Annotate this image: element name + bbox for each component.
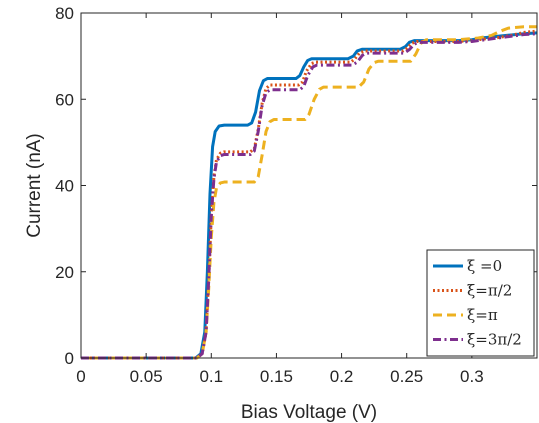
x-tick-label: 0.25 [390, 367, 423, 386]
series-line-xi-3pi-half [81, 32, 538, 360]
tick-layer: 0 0.05 0.1 0.15 0.2 0.25 0.3 0 20 40 60 80 [55, 4, 537, 386]
legend-label-xi-pi: ξ=π [467, 306, 498, 324]
x-tick-label: 0 [76, 367, 85, 386]
y-tick-label: 0 [65, 349, 74, 368]
y-tick-label: 20 [55, 263, 74, 282]
x-axis-label: Bias Voltage (V) [241, 402, 377, 423]
legend-label-xi-0: ξ =0 [467, 257, 502, 275]
series-layer [81, 25, 538, 360]
series-line-xi-0 [81, 31, 538, 360]
x-tick-label: 0.3 [460, 367, 484, 386]
series-line-xi-pi [81, 25, 537, 360]
x-tick-label: 0.05 [130, 367, 163, 386]
y-axis-label: Current (nA) [24, 133, 45, 238]
x-tick-label: 0.2 [330, 367, 354, 386]
x-tick-label: 0.15 [260, 367, 293, 386]
legend: ξ =0 ξ=π/2 ξ=π ξ=3π/2 [426, 249, 535, 357]
y-tick-label: 60 [55, 90, 74, 109]
x-tick-label: 0.1 [199, 367, 223, 386]
y-tick-label: 80 [55, 4, 74, 23]
legend-label-xi-3pi-half: ξ=3π/2 [467, 331, 522, 349]
y-tick-label: 40 [55, 177, 74, 196]
legend-label-xi-pi-half: ξ=π/2 [467, 282, 512, 300]
